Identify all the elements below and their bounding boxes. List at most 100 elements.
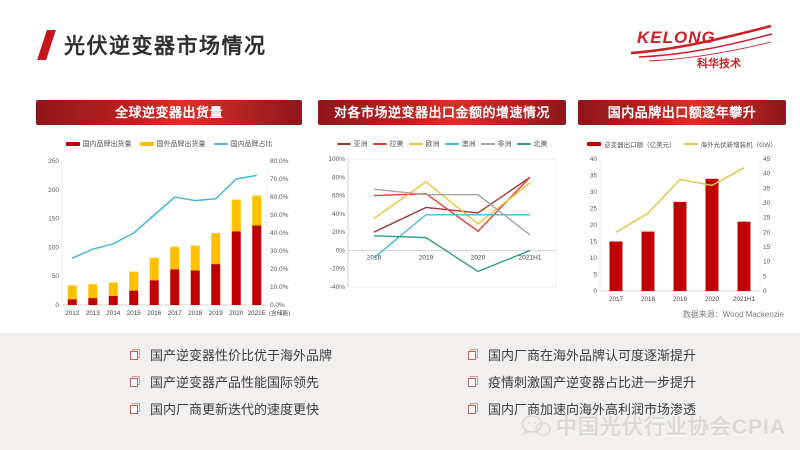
legend-swatch	[683, 142, 698, 145]
legend-swatch	[444, 142, 459, 145]
bar-segment	[170, 269, 180, 305]
bullet-item: 国内厂商加速向海外高利润市场渗透	[468, 395, 696, 422]
axis-label: 0%	[336, 247, 346, 254]
axis-label: 5	[593, 272, 597, 279]
page-title: 光伏逆变器市场情况	[64, 35, 267, 58]
panel-header-export-growth: 对各市场逆变器出口金额的增速情况	[318, 100, 566, 125]
legend-item: 澳洲	[444, 139, 476, 149]
x-label: 2016	[147, 310, 162, 317]
axis-label: 15	[590, 239, 598, 246]
legend-item: 亚洲	[336, 139, 368, 149]
axis-label: 40	[590, 156, 598, 163]
logo-swoosh-icon	[648, 41, 772, 62]
kelong-logo: KELONG 科华技术	[630, 24, 773, 70]
bar-segment	[129, 290, 139, 305]
x-label: 2017	[609, 296, 624, 303]
x-label: 2018	[641, 296, 656, 303]
panel-domestic-export: 国内品牌出口额逐年攀升 逆变器出口额（亿美元） 海外光伏新增装机（GW） 0 5 10…	[578, 100, 786, 320]
axis-label: 20.0%	[270, 266, 289, 273]
x-label: 2021E	[248, 310, 266, 317]
axis-label: 50	[52, 273, 60, 280]
bar-segment	[129, 271, 139, 291]
legend-label: 亚洲	[353, 140, 368, 148]
x-label: 2013	[86, 310, 101, 317]
axis-label: 50.0%	[270, 212, 289, 219]
bar-segment	[609, 241, 623, 291]
x-label: 2019	[419, 254, 434, 261]
legend-swatch	[587, 141, 602, 146]
bar-segment	[149, 280, 159, 305]
legend-label: 国内品牌占比	[230, 140, 273, 148]
title-block: 光伏逆变器市场情况	[37, 30, 267, 60]
logo-brand-text: KELONG	[637, 28, 716, 47]
clipboard-icon	[130, 376, 140, 387]
legend-label: 澳洲	[461, 140, 476, 148]
axis-label: 80.0%	[270, 158, 289, 165]
x-label: 2021H1	[519, 254, 542, 261]
axis-label: 40%	[332, 211, 345, 218]
series-line	[373, 176, 531, 233]
bullet-item: 国产逆变器性价比优于海外品牌	[130, 341, 332, 368]
legend-item: 国内品牌占比	[213, 139, 273, 149]
legend-swatch	[65, 141, 80, 146]
series-line	[373, 176, 531, 233]
clipboard-icon	[130, 349, 140, 360]
panel-export-growth: 对各市场逆变器出口金额的增速情况 亚洲 拉美 欧洲 澳洲 非洲 北美 -40% -20% 0%…	[318, 100, 566, 313]
cpia-watermark: 中国光伏行业协会CPIA	[521, 411, 786, 441]
axis-label: 150	[48, 216, 59, 223]
bullet-item: 国内厂商在海外品牌认可度逐渐提升	[468, 341, 696, 368]
wechat-icon	[521, 415, 551, 436]
bullet-text: 国内厂商更新迭代的速度更快	[150, 402, 320, 417]
export-growth-chart: -40%-20%0%20%40%60%80%100%2018 2019 2020 20…	[328, 156, 557, 291]
clipboard-icon	[468, 376, 478, 387]
axis-label: 100%	[328, 156, 345, 163]
legend-item: 非洲	[480, 139, 512, 149]
panel-header-domestic-export: 国内品牌出口额逐年攀升	[578, 100, 786, 125]
axis-label: 100	[48, 244, 59, 251]
bar-segment	[108, 295, 118, 305]
x-label: 2014	[106, 310, 121, 317]
axis-label: 25	[590, 206, 598, 213]
bullet-list-left: 国产逆变器性价比优于海外品牌 国产逆变器产品性能国际领先国内厂商更新迭代的速度更快	[130, 341, 332, 422]
legend-item: 欧洲	[408, 139, 440, 149]
clipboard-icon	[468, 349, 478, 360]
axis-label: 35	[763, 185, 771, 192]
bar-segment	[737, 221, 751, 291]
chart-legend: 亚洲 拉美 欧洲 澳洲 非洲 北美	[318, 138, 566, 149]
bar-segment	[190, 245, 200, 271]
x-label: 2015	[127, 310, 142, 317]
axis-label: 30	[763, 200, 771, 207]
axis-label: 0.0%	[270, 302, 285, 309]
bar-segment	[170, 246, 180, 270]
x-label: 2012	[65, 310, 80, 317]
legend-label: 拉美	[389, 140, 404, 148]
legend-item: 国外品牌出货量	[139, 139, 206, 149]
series-line	[615, 167, 745, 233]
bar-segment	[252, 195, 262, 226]
bullet-item: 疫情刺激国产逆变器占比进一步提升	[468, 368, 696, 395]
logo-swoosh-icon	[630, 24, 772, 55]
legend-swatch	[408, 142, 423, 145]
bullet-item: 国产逆变器产品性能国际领先	[130, 368, 332, 395]
legend-item: 拉美	[372, 139, 404, 149]
x-axis-note: (含储能)	[269, 309, 290, 317]
legend-swatch	[139, 141, 154, 146]
axis-label: 40.0%	[270, 230, 289, 237]
legend-item: 国内品牌出货量	[65, 139, 132, 149]
clipboard-icon	[468, 403, 478, 414]
legend-label: 国外品牌出货量	[156, 140, 206, 148]
bar-segment	[211, 233, 221, 265]
axis-label: 60%	[332, 193, 345, 200]
axis-label: 80%	[332, 174, 345, 181]
plot-border	[347, 158, 557, 288]
series-line	[71, 174, 257, 259]
legend-item: 逆变器出口额（亿美元）	[587, 139, 676, 149]
x-label: 2018	[188, 310, 203, 317]
chart-legend: 逆变器出口额（亿美元） 海外光伏新增装机（GW）	[578, 138, 786, 149]
logo-swoosh-icon	[638, 33, 773, 58]
legend-item: 北美	[516, 139, 548, 149]
x-label: 2020	[471, 254, 486, 261]
bar-segment	[673, 201, 687, 291]
title-slash-icon	[37, 30, 56, 60]
